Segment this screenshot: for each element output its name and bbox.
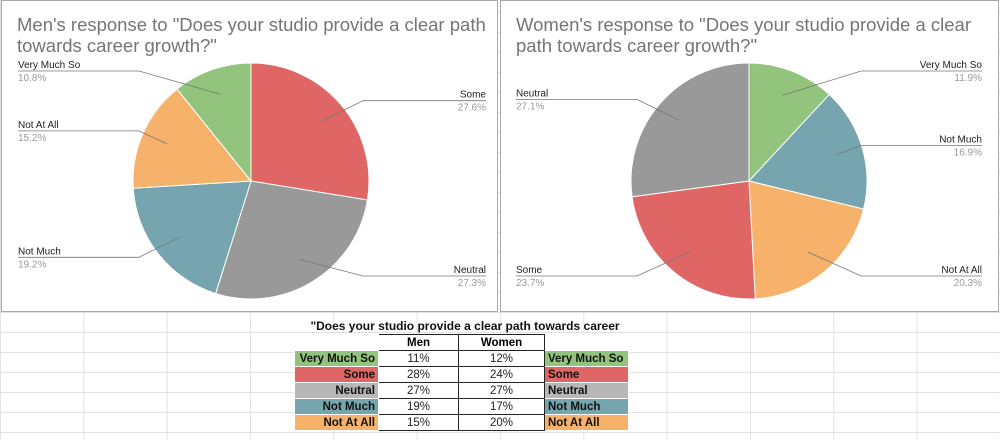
row-label-cell-right[interactable]: Very Much So [544, 350, 629, 367]
header-blank-right [544, 334, 629, 351]
leader-line-very-much-so [18, 70, 221, 95]
men-value-cell[interactable]: 19% [378, 398, 459, 415]
pie-slice-not-at-all[interactable] [132, 88, 252, 189]
women-chart-title: Women's response to "Does your studio pr… [516, 14, 972, 56]
pie-slice-some[interactable] [250, 62, 370, 201]
women-value-cell[interactable]: 20% [458, 414, 545, 431]
slice-percent-neutral: 27.3% [458, 278, 486, 289]
slice-label-some: Some [516, 265, 543, 276]
table-row: Not Much 19% 17% Not Much [294, 398, 629, 415]
row-label-cell[interactable]: Not Much [294, 398, 379, 415]
slice-percent-not-much: 16.9% [954, 147, 982, 158]
men-value-cell[interactable]: 11% [378, 350, 459, 367]
leader-line-not-at-all [807, 251, 982, 277]
slice-label-very-much-so: Very Much So [920, 60, 983, 71]
leader-line-not-much [837, 145, 982, 155]
slice-label-neutral: Neutral [454, 265, 486, 276]
leader-line-some [516, 251, 691, 277]
slice-label-not-at-all: Not At All [941, 265, 982, 276]
pie-slice-neutral[interactable] [215, 180, 369, 300]
pie-slice-very-much-so[interactable] [176, 62, 252, 183]
pie-slice-neutral[interactable] [630, 62, 750, 198]
pie-slice-not-at-all[interactable] [748, 180, 865, 300]
summary-table: Men Women Very Much So 11% 12% Very Much So… [294, 334, 629, 431]
women-value-cell[interactable]: 17% [458, 398, 545, 415]
header-women[interactable]: Women [458, 334, 545, 351]
slice-percent-not-at-all: 20.3% [954, 278, 982, 289]
table-row: Not At All 15% 20% Not At All [294, 414, 629, 431]
table-header-row: Men Women [294, 334, 629, 351]
men-value-cell[interactable]: 15% [378, 414, 459, 431]
slice-percent-some: 27.6% [458, 103, 486, 114]
header-blank [294, 334, 379, 351]
row-label-cell-right[interactable]: Not Much [544, 398, 629, 415]
leader-line-neutral [299, 259, 486, 277]
slice-label-not-much: Not Much [939, 134, 982, 145]
leader-line-neutral [516, 99, 680, 121]
leader-line-some [320, 100, 486, 122]
slice-label-neutral: Neutral [516, 88, 548, 99]
women-value-cell[interactable]: 12% [458, 350, 545, 367]
men-pie-svg: Some 27.6% Neutral 27.3% Not Much 19.2% Not At… [18, 60, 487, 300]
pie-slice-very-much-so[interactable] [748, 62, 831, 183]
row-label-cell[interactable]: Neutral [294, 382, 379, 399]
slice-percent-not-much: 19.2% [18, 259, 46, 270]
slice-percent-very-much-so: 10.8% [18, 73, 46, 84]
slice-label-not-at-all: Not At All [18, 120, 59, 131]
women-value-cell[interactable]: 24% [458, 366, 545, 383]
table-row: Very Much So 11% 12% Very Much So [294, 350, 629, 367]
table-row: Some 28% 24% Some [294, 366, 629, 383]
row-label-cell-right[interactable]: Some [544, 366, 629, 383]
row-label-cell-right[interactable]: Neutral [544, 382, 629, 399]
men-chart-title: Men's response to "Does your studio prov… [17, 14, 486, 56]
men-pie-chart[interactable]: Men's response to "Does your studio prov… [1, 0, 498, 312]
women-value-cell[interactable]: 27% [458, 382, 545, 399]
leader-line-not-much [18, 237, 179, 258]
slice-percent-some: 23.7% [516, 278, 544, 289]
slice-label-some: Some [460, 90, 487, 101]
slice-label-not-much: Not Much [18, 246, 61, 257]
men-value-cell[interactable]: 28% [378, 366, 459, 383]
row-label-cell-right[interactable]: Not At All [544, 414, 629, 431]
row-label-cell[interactable]: Very Much So [294, 350, 379, 367]
men-value-cell[interactable]: 27% [378, 382, 459, 399]
slice-label-very-much-so: Very Much So [18, 60, 81, 71]
leader-line-very-much-so [782, 70, 982, 96]
pie-slice-not-much[interactable] [132, 180, 252, 295]
pie-slice-some[interactable] [631, 180, 756, 300]
slice-percent-neutral: 27.1% [516, 101, 544, 112]
women-pie-svg: Very Much So 11.9% Not Much 16.9% Not At All… [516, 60, 983, 300]
leader-line-not-at-all [18, 130, 167, 145]
slice-percent-very-much-so: 11.9% [954, 73, 982, 84]
row-label-cell[interactable]: Some [294, 366, 379, 383]
women-pie-chart[interactable]: Women's response to "Does your studio pr… [500, 0, 999, 312]
table-row: Neutral 27% 27% Neutral [294, 382, 629, 399]
slice-percent-not-at-all: 15.2% [18, 133, 46, 144]
pie-slice-not-much[interactable] [748, 93, 868, 210]
header-men[interactable]: Men [378, 334, 459, 351]
row-label-cell[interactable]: Not At All [294, 414, 379, 431]
